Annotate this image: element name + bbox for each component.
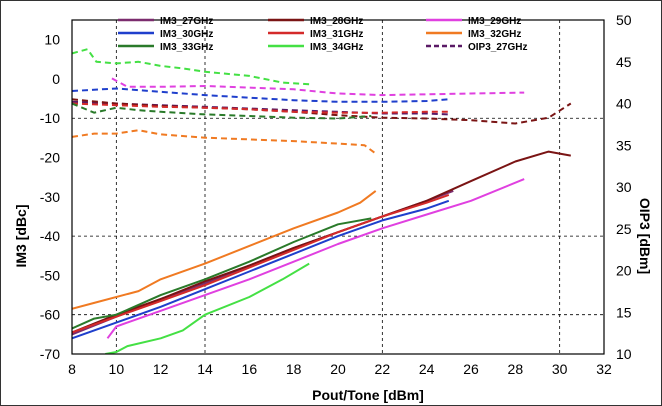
series-line-im3_30: [72, 199, 450, 340]
x-tick-label: 12: [153, 361, 169, 377]
x-tick-label: 32: [596, 361, 612, 377]
x-tick-label: 22: [375, 361, 391, 377]
x-tick-label: 30: [552, 361, 568, 377]
series-line-oip3_30: [72, 87, 449, 103]
x-tick-label: 18: [286, 361, 302, 377]
series-line-oip3_29: [111, 77, 525, 97]
series-line-im3_31: [72, 193, 450, 334]
legend-label: IM3_31GHz: [310, 29, 363, 40]
y-tick-label: -10: [40, 110, 60, 126]
y-tick-label: -20: [40, 150, 60, 166]
series-line-oip3_32: [72, 129, 377, 155]
y2-tick-label: 10: [616, 346, 632, 362]
y2-tick-label: 15: [616, 304, 632, 320]
y2-tick-label: 35: [616, 137, 632, 153]
y-tick-label: -40: [40, 228, 60, 244]
y-axis-label: IM3 [dBc]: [13, 205, 29, 268]
series-line-im3_33: [72, 217, 372, 330]
series-layer: [72, 48, 572, 354]
y2-tick-label: 25: [616, 221, 632, 237]
series-line-oip3_27: [72, 100, 449, 116]
y-tick-label: -60: [40, 307, 60, 323]
legend-label: IM3_28GHz: [310, 16, 363, 27]
x-tick-label: 14: [197, 361, 213, 377]
legend-label: IM3_32GHz: [468, 29, 521, 40]
y2-tick-label: 20: [616, 263, 632, 279]
series-line-oip3_28: [72, 98, 572, 125]
x-tick-label: 8: [68, 361, 76, 377]
x-tick-label: 20: [330, 361, 346, 377]
y-tick-label: -50: [40, 267, 60, 283]
y2-tick-label: 45: [616, 54, 632, 70]
x-tick-label: 16: [242, 361, 258, 377]
tick-labels: 8 10 12 14 16 18 20 22 24 26 28 30 32 -70 -60 -50 -40 -30…: [40, 12, 632, 377]
x-tick-label: 10: [109, 361, 125, 377]
y2-tick-label: 40: [616, 96, 632, 112]
series-line-im3_34: [105, 262, 310, 354]
y2-tick-label: 30: [616, 179, 632, 195]
y-tick-label: -70: [40, 346, 60, 362]
legend-label: IM3_30GHz: [160, 29, 213, 40]
legend: IM3_27GHz IM3_28GHz IM3_29GHz IM3_30GHz IM3_…: [118, 16, 527, 53]
x-tick-label: 24: [419, 361, 435, 377]
legend-label: IM3_27GHz: [160, 16, 213, 27]
y2-tick-label: 50: [616, 12, 632, 28]
series-line-oip3_31: [72, 102, 449, 114]
series-line-im3_32: [72, 190, 377, 310]
legend-label: IM3_29GHz: [468, 16, 521, 27]
legend-label: OIP3_27GHz: [468, 42, 527, 53]
x-axis-label: Pout/Tone [dBm]: [312, 387, 424, 403]
legend-label: IM3_33GHz: [160, 42, 213, 53]
y-tick-label: 0: [52, 71, 60, 87]
series-line-im3_29: [106, 178, 525, 339]
series-line-oip3_33: [72, 102, 372, 120]
plot-border: [71, 19, 605, 355]
y2-axis-label: OIP3 [dBm]: [637, 198, 653, 274]
y-tick-label: -30: [40, 189, 60, 205]
x-tick-label: 26: [463, 361, 479, 377]
x-tick-label: 28: [508, 361, 524, 377]
y-tick-label: 10: [44, 32, 60, 48]
legend-label: IM3_34GHz: [310, 42, 363, 53]
